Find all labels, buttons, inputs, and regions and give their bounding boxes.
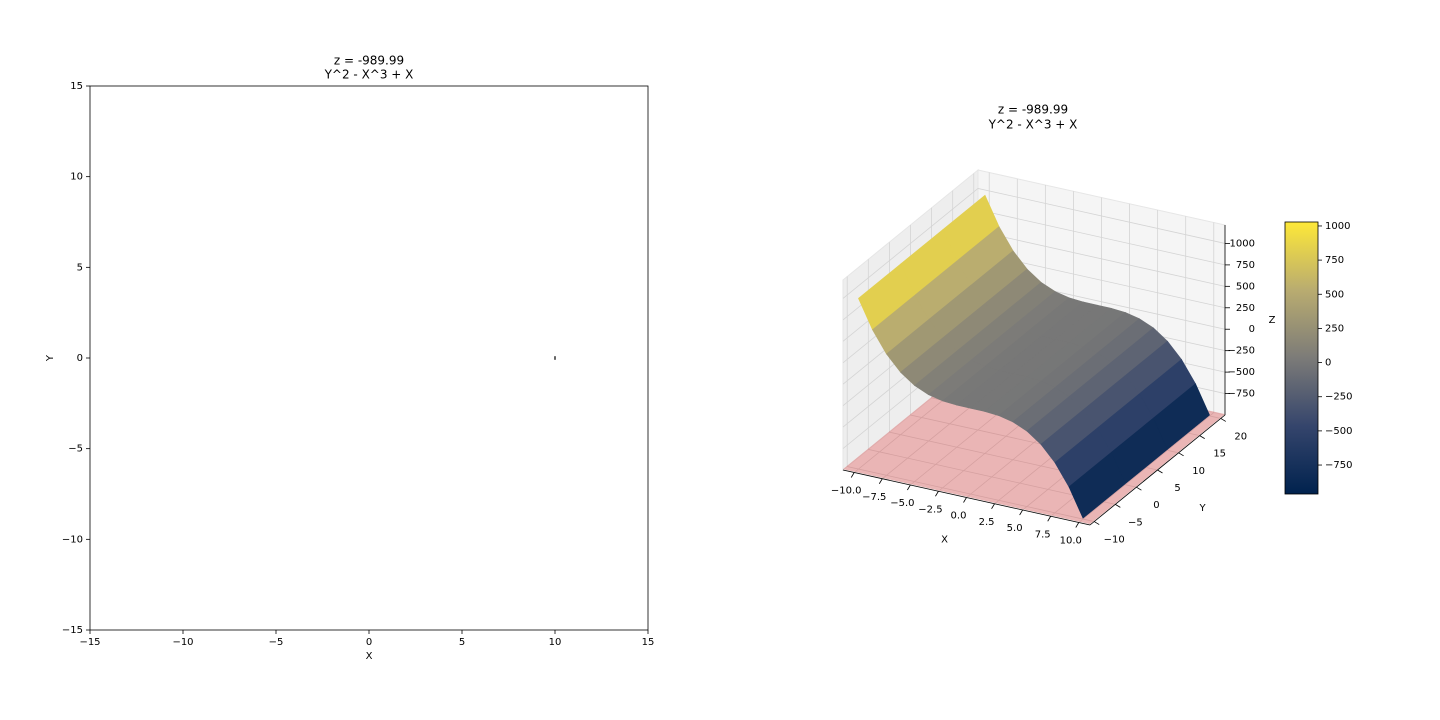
grid-line [846,276,1095,522]
z-tick-label: 0 [1249,324,1255,335]
y-tick-label: −5 [68,444,83,455]
chart-subtitle: Y^2 - X^3 + X [324,68,414,82]
y-tick [1136,486,1142,491]
y-tick [1220,418,1226,422]
y-tick-label: 0 [77,353,83,364]
x-tick [1047,516,1052,522]
z-tick-label: −750 [1228,389,1255,400]
y-tick-label: 10 [70,172,83,183]
colorbar-tick-label: −250 [1325,392,1352,403]
z-tick-label: −500 [1228,367,1255,378]
x-tick-label: 7.5 [1035,529,1051,540]
z-tick-label: −250 [1228,346,1255,357]
colorbar-tick-label: −750 [1325,460,1352,471]
x-tick [935,491,939,497]
y-axis-label: Y [45,354,56,362]
x-axis-label: X [941,535,948,546]
y-tick [1178,452,1184,457]
y-tick-label: −10 [1104,535,1125,546]
x-tick-label: −5 [269,637,284,648]
colorbar-tick-label: 500 [1325,289,1344,300]
x-tick [991,503,995,509]
x-tick [850,472,855,478]
x-tick-label: 2.5 [979,517,995,528]
x-tick-label: 0 [366,637,372,648]
y-tick [1115,504,1121,508]
y-tick-label: 20 [1234,431,1247,442]
x-tick-label: 15 [642,637,655,648]
y-tick [1157,469,1163,474]
colorbar-tick-label: 1000 [1325,221,1350,232]
colorbar-tick-label: 250 [1325,323,1344,334]
y-tick-label: −10 [62,534,83,545]
y-tick-label: −5 [1128,517,1143,528]
grid-line [842,188,1226,299]
x-tick [963,497,967,503]
z-tick-label: 250 [1236,303,1255,314]
x-tick-label: 10 [549,637,562,648]
y-tick-label: 10 [1192,466,1205,477]
y-tick-label: −15 [62,625,83,636]
chart-subtitle: Y^2 - X^3 + X [988,118,1078,132]
grid-line [1078,222,1215,523]
x-tick-label: −2.5 [918,504,942,515]
z-tick-label: 750 [1236,260,1255,271]
grid-line [867,259,1116,505]
colorbar-tick-label: 0 [1325,358,1331,369]
y-tick-label: 15 [1213,449,1226,460]
x-tick-label: 5.0 [1007,523,1023,534]
z-tick-label: 1000 [1230,238,1255,249]
colorbar [1284,221,1319,495]
surface-cell [1068,452,1126,519]
z-axis-label: Z [1269,315,1276,326]
x-tick-label: −10.0 [831,486,862,497]
y-tick-label: 5 [77,262,83,273]
x-tick-label: 0.0 [951,511,967,522]
x-tick-label: −15 [79,637,100,648]
z-tick-label: 500 [1236,281,1255,292]
x-tick-label: 5 [459,637,465,648]
plot-area [89,85,649,631]
y-tick [1199,435,1205,439]
x-tick [907,484,911,491]
x-tick-label: −5.0 [890,498,914,509]
colorbar-tick-label: −500 [1325,426,1352,437]
y-tick-label: 5 [1174,483,1180,494]
x-tick [878,478,883,484]
x-tick-label: −10 [172,637,193,648]
x-axis-label: X [366,651,373,662]
x-tick-label: 10.0 [1060,536,1082,547]
y-tick-label: 15 [70,81,83,92]
x-tick [1019,509,1023,516]
y-tick [1094,521,1100,525]
chart-title: z = -989.99 [998,103,1068,117]
x-tick-label: −7.5 [862,492,886,503]
x-tick [1075,522,1080,528]
y-axis-label: Y [1198,503,1206,514]
chart-title: z = -989.99 [334,54,404,68]
y-tick-label: 0 [1153,500,1159,511]
colorbar-tick-label: 750 [1325,255,1344,266]
